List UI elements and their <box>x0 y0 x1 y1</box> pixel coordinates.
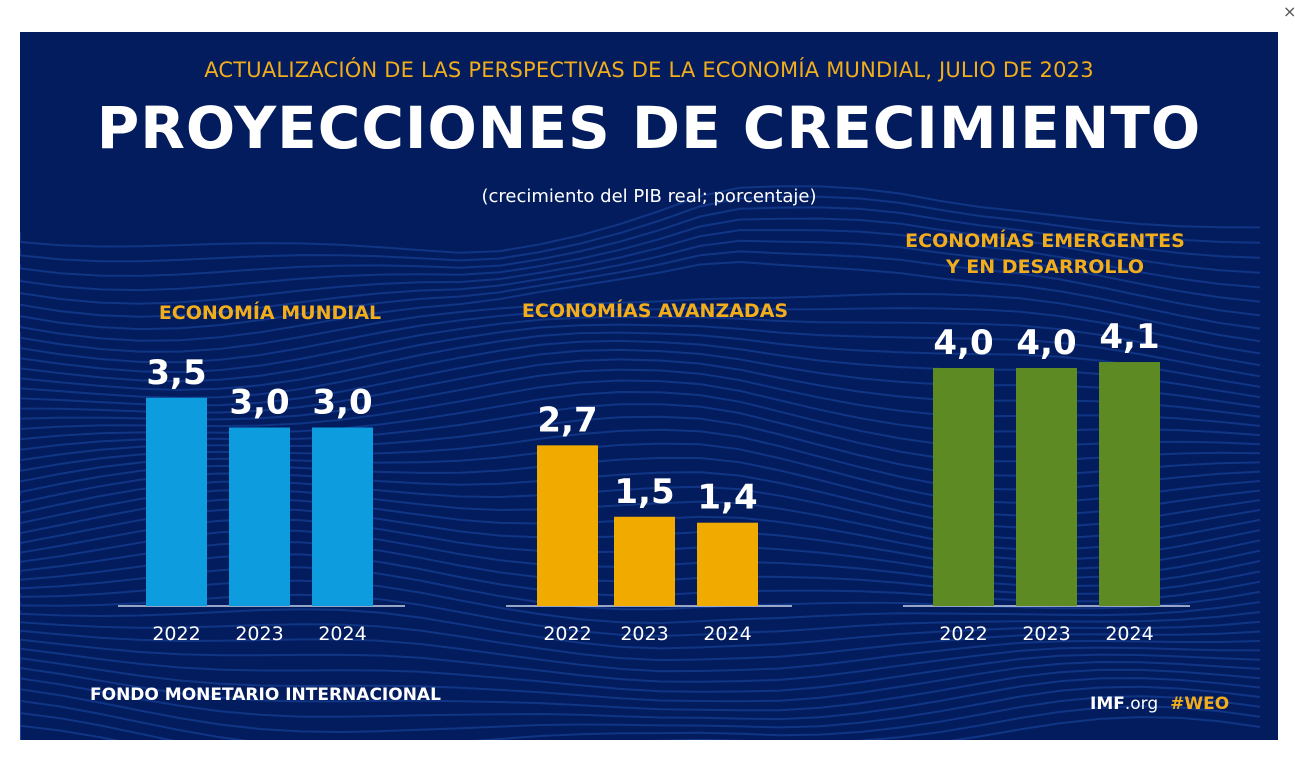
page-title: PROYECCIONES DE CRECIMIENTO <box>96 94 1202 162</box>
data-label-emerging-2022: 4,0 <box>933 323 993 363</box>
wave-line <box>20 716 1261 740</box>
footer-organization: FONDO MONETARIO INTERNACIONAL <box>90 685 441 705</box>
bar-emerging-2022 <box>933 368 994 606</box>
wave-line <box>20 685 1261 734</box>
wave-line <box>20 307 1261 364</box>
data-label-world-2023: 3,0 <box>229 383 289 423</box>
wave-line <box>20 331 1261 391</box>
chart-title-emerging: ECONOMÍAS EMERGENTES Y EN DESARROLLO <box>880 228 1210 280</box>
wave-line <box>20 695 1261 740</box>
close-icon[interactable]: × <box>1283 2 1295 21</box>
wave-line <box>20 608 1261 650</box>
chart-title-emerging-line2: Y EN DESARROLLO <box>945 256 1145 278</box>
bar-advanced-2023 <box>614 516 675 606</box>
wave-line <box>20 647 1261 693</box>
wave-line <box>20 195 1261 263</box>
footer-links: IMF.org #WEO <box>1090 694 1229 714</box>
subtitle: (crecimiento del PIB real; porcentaje) <box>481 186 817 207</box>
chart-title-advanced: ECONOMÍAS AVANZADAS <box>521 300 789 322</box>
site-link-bold[interactable]: IMF <box>1090 694 1125 714</box>
x-tick-advanced-2023: 2023 <box>620 623 668 645</box>
wave-line <box>20 260 1261 342</box>
wave-line <box>20 323 1261 383</box>
x-tick-world-2024: 2024 <box>318 623 366 645</box>
bar-advanced-2024 <box>697 522 758 606</box>
x-tick-advanced-2022: 2022 <box>543 623 591 645</box>
wave-line <box>20 677 1261 721</box>
wave-line <box>20 217 1261 292</box>
x-tick-world-2022: 2022 <box>152 623 200 645</box>
chart-title-world: ECONOMÍA MUNDIAL <box>158 302 382 324</box>
x-tick-world-2023: 2023 <box>235 623 283 645</box>
hashtag[interactable]: #WEO <box>1170 694 1230 714</box>
wave-line <box>20 185 1261 254</box>
data-label-emerging-2023: 4,0 <box>1016 323 1076 363</box>
x-tick-advanced-2024: 2024 <box>703 623 751 645</box>
data-label-world-2022: 3,5 <box>146 353 206 393</box>
wave-line <box>20 239 1261 318</box>
wave-line <box>20 638 1261 683</box>
wave-line <box>20 316 1261 374</box>
supertitle: ACTUALIZACIÓN DE LAS PERSPECTIVAS DE LA … <box>204 58 1094 82</box>
wave-line <box>20 666 1261 712</box>
wave-line <box>20 705 1261 740</box>
bar-advanced-2022 <box>537 445 598 606</box>
x-tick-emerging-2022: 2022 <box>939 623 987 645</box>
bar-emerging-2024 <box>1099 362 1160 606</box>
wave-line <box>20 621 1261 662</box>
infographic-card: ACTUALIZACIÓN DE LAS PERSPECTIVAS DE LA … <box>20 32 1278 740</box>
charts-layer: 3,5 2022 3,0 2023 3,0 2024 2,7 2022 1,5 2023 1,4 20… <box>118 317 1190 645</box>
wave-line <box>20 292 1261 353</box>
bar-world-2022 <box>146 397 207 606</box>
x-tick-emerging-2023: 2023 <box>1022 623 1070 645</box>
wave-line <box>20 629 1261 673</box>
x-tick-emerging-2024: 2024 <box>1105 623 1153 645</box>
wave-line <box>20 229 1261 305</box>
wave-line <box>20 657 1261 703</box>
data-label-advanced-2022: 2,7 <box>537 400 597 440</box>
wave-line <box>20 250 1261 331</box>
data-label-emerging-2024: 4,1 <box>1099 317 1159 357</box>
bar-emerging-2023 <box>1016 368 1077 606</box>
bar-world-2023 <box>229 427 290 606</box>
data-label-advanced-2023: 1,5 <box>614 472 674 512</box>
site-link-rest[interactable]: .org <box>1124 694 1159 714</box>
bar-world-2024 <box>312 427 373 606</box>
wave-line <box>20 206 1261 277</box>
data-label-world-2024: 3,0 <box>312 383 372 423</box>
data-label-advanced-2024: 1,4 <box>697 478 757 518</box>
chart-title-emerging-line1: ECONOMÍAS EMERGENTES <box>905 230 1185 252</box>
